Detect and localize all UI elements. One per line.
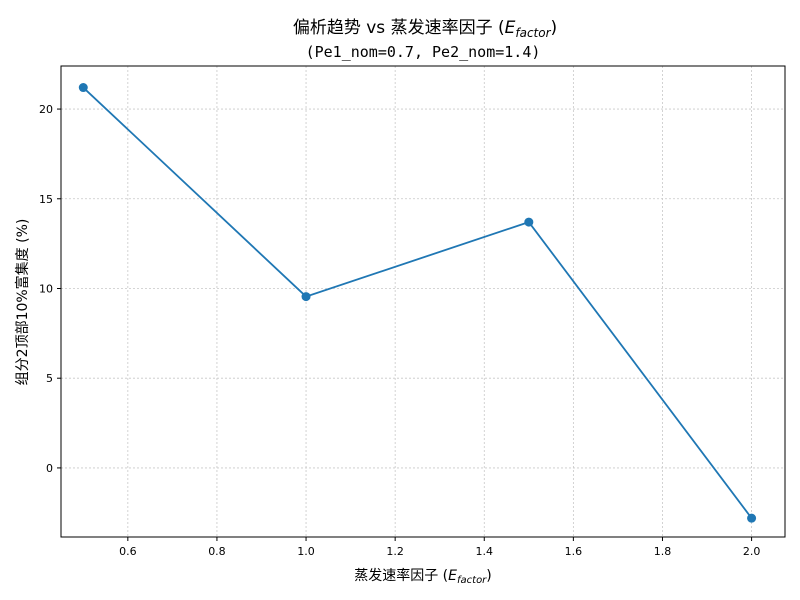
x-axis-label-text: 蒸发速率因子 ( [354, 567, 448, 584]
chart-title: 偏析趋势 vs 蒸发速率因子 (Efactor) [293, 18, 557, 40]
x-tick-label: 1.4 [476, 545, 494, 558]
chart-subtitle: (Pe1_nom=0.7, Pe2_nom=1.4) [306, 43, 541, 61]
y-axis-label: 组分2顶部10%富集度 (%) [14, 219, 31, 386]
plot-frame [60, 65, 786, 538]
chart-title-text: 偏析趋势 vs 蒸发速率因子 ( [293, 18, 505, 38]
x-axis-label-symbol: E [448, 568, 457, 584]
x-tick-label: 2.0 [743, 545, 761, 558]
y-tick-label: 20 [39, 103, 53, 116]
grid-layer [61, 66, 785, 537]
y-tick-label: 5 [46, 372, 53, 385]
series-layer [78, 83, 757, 523]
chart-title-close: ) [551, 18, 558, 38]
y-tick-label: 0 [46, 462, 53, 475]
data-point [301, 292, 311, 302]
y-tick-label: 15 [39, 193, 53, 206]
x-tick-label: 1.0 [297, 545, 315, 558]
data-point [78, 83, 88, 93]
y-tick-label: 10 [39, 282, 53, 295]
chart-title-symbol: E [505, 18, 516, 38]
ticks-layer: 0.6 0.8 1.0 1.2 1.4 1.6 1.8 2.0 0 5 10 15 20 [39, 103, 760, 558]
data-point [747, 513, 757, 523]
data-point [524, 217, 534, 227]
x-tick-label: 1.6 [565, 545, 583, 558]
x-axis-label-close: ) [486, 568, 491, 584]
x-tick-label: 1.2 [386, 545, 404, 558]
x-tick-label: 0.8 [208, 545, 226, 558]
x-tick-label: 1.8 [654, 545, 672, 558]
x-axis-label: 蒸发速率因子 (Efactor) [354, 567, 492, 586]
x-tick-label: 0.6 [119, 545, 137, 558]
x-axis-label-symbol-sub: factor [457, 575, 487, 586]
series-line [82, 86, 753, 519]
chart-title-symbol-sub: factor [515, 26, 551, 40]
